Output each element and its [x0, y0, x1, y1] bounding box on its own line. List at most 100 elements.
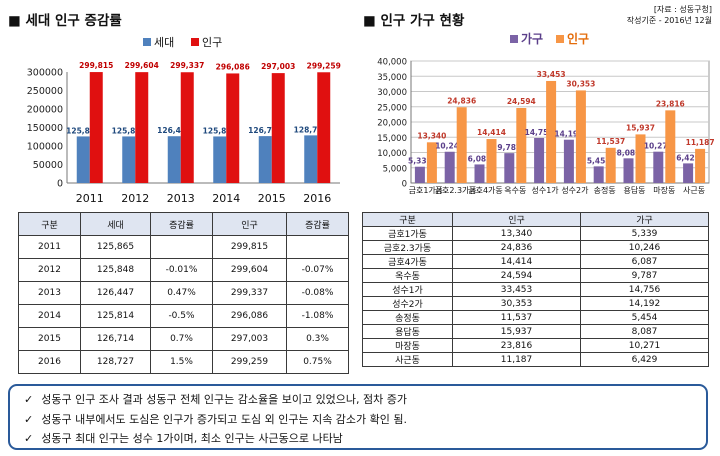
table-row: 2011 125,865 299,815	[18, 235, 349, 259]
table-row: 2013 126,447 0.47% 299,337 -0.08%	[18, 281, 349, 305]
table-cell: 5,339	[580, 226, 709, 241]
legend-label: 인구	[567, 31, 589, 46]
table-cell: 126,714	[80, 327, 151, 351]
table-cell: 송정동	[362, 310, 453, 325]
table-cell: -0.07%	[286, 258, 349, 282]
y-tick-label: 150000	[27, 123, 63, 134]
y-tick-label: 25,000	[377, 103, 407, 113]
bar-series1	[593, 166, 604, 183]
legend-swatch	[510, 35, 518, 43]
data-label: 30,353	[566, 79, 595, 88]
table-cell: 금호4가동	[362, 254, 453, 269]
square-bullet-icon: ■	[363, 13, 376, 29]
table-cell: 126,447	[80, 281, 151, 305]
bar-series2	[271, 73, 285, 183]
table-cell: 용답동	[362, 324, 453, 339]
table-cell: 299,604	[212, 258, 287, 282]
data-label: 125,814	[203, 126, 237, 135]
table-cell: 14,192	[580, 296, 709, 311]
column-header: 구분	[362, 212, 453, 227]
table-cell: 297,003	[212, 327, 287, 351]
summary-box: ✓ 성동구 인구 조사 결과 성동구 전체 인구는 감소율을 보이고 있었으나, …	[8, 384, 708, 450]
bar-series2	[635, 134, 646, 183]
data-label: 24,594	[507, 97, 536, 106]
table-cell: 296,086	[212, 304, 287, 328]
data-label: 125,865	[66, 126, 100, 135]
table-cell: 옥수동	[362, 268, 453, 283]
household-population-chart: 0 50000 100000 150000 200000 250000 300000 2011…	[27, 36, 341, 205]
table-cell: 6,087	[580, 254, 709, 269]
data-label: 14,192	[554, 130, 583, 139]
bar-series1	[563, 139, 574, 183]
table-cell: 13,340	[452, 226, 581, 241]
table-cell: 11,537	[452, 310, 581, 325]
table-row: 2012 125,848 -0.01% 299,604 -0.07%	[18, 258, 349, 282]
bar-series2	[605, 147, 616, 183]
table-row: 금호4가동 14,414 6,087	[362, 254, 709, 269]
table-cell	[286, 235, 349, 259]
bar-series2	[226, 73, 240, 183]
source-date: 작성기준 - 2016년 12월	[626, 16, 712, 25]
table-cell: 성수1가	[362, 282, 453, 297]
x-category-label: 2016	[303, 192, 331, 205]
table-cell: 10,271	[580, 338, 709, 353]
bar-series2	[516, 107, 527, 183]
data-label: 33,453	[537, 70, 566, 79]
table-cell: 11,187	[452, 352, 581, 367]
x-category-label: 성수2가	[561, 186, 589, 195]
legend-swatch	[556, 35, 564, 43]
table-cell: 299,337	[212, 281, 287, 305]
table-cell: 6,429	[580, 352, 709, 367]
table-row: 사근동 11,187 6,429	[362, 352, 709, 367]
data-label: 5,339	[408, 157, 432, 166]
table-cell	[150, 235, 213, 259]
data-label: 14,414	[477, 128, 506, 137]
table-cell: -0.5%	[150, 304, 213, 328]
legend-label: 가구	[521, 31, 543, 46]
y-tick-label: 50000	[33, 160, 63, 171]
table-cell: 14,756	[580, 282, 709, 297]
bar-series1	[683, 163, 694, 183]
column-header: 세대	[80, 212, 151, 236]
source-line: [자료 : 성동구청]	[653, 5, 712, 14]
summary-item: ✓ 성동구 내부에서도 도심은 인구가 증가되고 도심 외 인구는 지속 감소가 …	[24, 412, 408, 426]
column-header: 증감률	[286, 212, 349, 236]
bar-series1	[504, 153, 515, 183]
bar-series1	[414, 166, 425, 183]
bar-series1	[304, 135, 318, 183]
column-header: 가구	[580, 212, 709, 227]
data-label: 299,604	[125, 61, 159, 70]
y-tick-label: 300000	[27, 68, 63, 79]
data-label: 14,756	[525, 128, 554, 137]
bar-series1	[213, 136, 227, 183]
table-cell: 125,865	[80, 235, 151, 259]
check-icon: ✓	[24, 393, 34, 406]
column-header: 증감률	[150, 212, 213, 236]
bar-series1	[167, 136, 181, 183]
data-label: 11,537	[596, 137, 625, 146]
table-row: 금호1가동 13,340 5,339	[362, 226, 709, 241]
table-header-row: 구분 인구 가구	[362, 212, 709, 227]
table-cell: 14,414	[452, 254, 581, 269]
bar-series1	[444, 151, 455, 183]
x-category-label: 금호1가동	[409, 186, 444, 195]
bar-series1	[258, 136, 272, 183]
table-cell: 299,259	[212, 350, 287, 374]
x-category-label: 마장동	[653, 185, 675, 195]
table-cell: 10,246	[580, 240, 709, 255]
table-cell: 0.47%	[150, 281, 213, 305]
table-cell: 2014	[18, 304, 81, 328]
y-tick-label: 20,000	[377, 119, 407, 129]
table-row: 성수1가 33,453 14,756	[362, 282, 709, 297]
table-cell: 금호2.3가동	[362, 240, 453, 255]
data-label: 299,337	[170, 61, 204, 70]
household-population-table: 구분 세대 증감률 인구 증감률 2011 125,865 299,815 2012 125,8…	[18, 212, 349, 374]
data-label: 10,246	[435, 142, 464, 151]
bar-series2	[135, 72, 149, 183]
x-category-label: 옥수동	[504, 186, 526, 195]
y-tick-label: 15,000	[377, 134, 407, 144]
table-cell: 30,353	[452, 296, 581, 311]
table-cell: 23,816	[452, 338, 581, 353]
table-cell: 9,787	[580, 268, 709, 283]
bar-series2	[89, 72, 103, 183]
